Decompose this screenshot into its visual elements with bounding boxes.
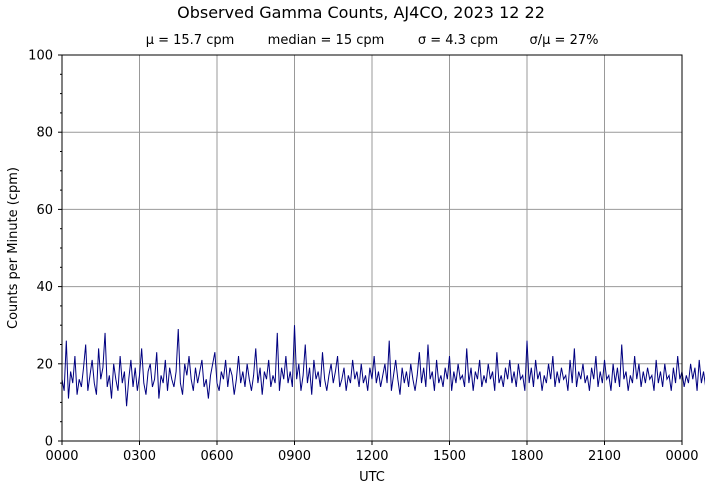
x-tick-label: 0000: [45, 449, 78, 464]
y-tick-label: 80: [36, 126, 53, 141]
stat-mean: μ = 15.7 cpm: [146, 33, 235, 48]
count-series-line: [61, 325, 705, 407]
x-tick-label: 1200: [355, 449, 388, 464]
x-tick-labels: 0000 0300 0600 0900 1200 1500 1800 2100 0000: [45, 449, 698, 464]
tick-marks: [58, 54, 683, 445]
y-tick-label: 0: [45, 435, 53, 450]
stat-median: median = 15 cpm: [268, 33, 385, 48]
x-tick-label: 0000: [665, 449, 698, 464]
x-tick-label: 0900: [278, 449, 311, 464]
x-tick-label: 0600: [200, 449, 233, 464]
chart-title: Observed Gamma Counts, AJ4CO, 2023 12 22: [177, 3, 545, 22]
x-tick-label: 1500: [433, 449, 466, 464]
y-tick-label: 40: [36, 280, 53, 295]
x-tick-label: 1800: [510, 449, 543, 464]
y-tick-label: 60: [36, 203, 53, 218]
grid-lines: [62, 55, 682, 441]
y-axis-label: Counts per Minute (cpm): [6, 167, 21, 329]
y-tick-labels: 0 20 40 60 80 100: [28, 49, 53, 450]
y-tick-label: 100: [28, 49, 53, 64]
x-tick-label: 2100: [588, 449, 621, 464]
y-tick-label: 20: [36, 357, 53, 372]
series-group: [61, 325, 705, 407]
x-axis-label: UTC: [359, 470, 385, 485]
x-tick-label: 0300: [123, 449, 156, 464]
stat-sigma: σ = 4.3 cpm: [418, 33, 498, 48]
stat-cv: σ/μ = 27%: [530, 33, 599, 48]
